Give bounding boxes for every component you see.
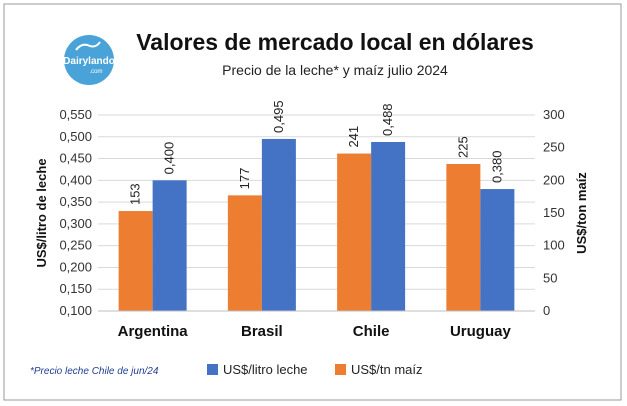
- y2-tick-label: 150: [543, 205, 565, 220]
- y-tick-label: 0,300: [59, 216, 92, 231]
- x-category-label: Chile: [353, 323, 390, 340]
- y-tick-label: 0,550: [59, 107, 92, 122]
- legend-swatch-milk: [207, 364, 218, 375]
- x-category-label: Brasil: [241, 323, 283, 340]
- bar: [152, 180, 187, 311]
- logo-swoosh: [75, 41, 101, 51]
- data-label: 225: [455, 136, 470, 158]
- chart-subtitle: Precio de la leche* y maíz julio 2024: [222, 62, 448, 78]
- y2-tick-label: 100: [543, 238, 565, 253]
- legend-label-corn: US$/tn maíz: [351, 362, 423, 377]
- y2-tick-label: 200: [543, 172, 565, 187]
- x-category-label: Uruguay: [450, 323, 512, 340]
- bars: 153 0,400 177 0,495 241 0,488 225 0,380: [118, 100, 515, 311]
- y2-tick-label: 50: [543, 270, 557, 285]
- axes: 0,100 0,150 0,200 0,250 0,300 0,350 0,400 0,450…: [59, 107, 564, 340]
- y-axis-title: US$/litro de leche: [34, 158, 49, 267]
- y-tick-label: 0,500: [59, 129, 92, 144]
- y-tick-label: 0,150: [59, 281, 92, 296]
- bar: [337, 153, 372, 311]
- y-tick-label: 0,350: [59, 194, 92, 209]
- y-tick-label: 0,200: [59, 259, 92, 274]
- chart-title: Valores de mercado local en dólares: [136, 29, 534, 55]
- y-tick-label: 0,400: [59, 172, 92, 187]
- legend: US$/litro leche US$/tn maíz: [207, 362, 423, 377]
- logo-subtext: .com: [89, 69, 102, 75]
- y-tick-label: 0,450: [59, 151, 92, 166]
- legend-label-milk: US$/litro leche: [223, 362, 308, 377]
- data-label: 241: [346, 126, 361, 148]
- y-tick-label: 0,100: [59, 303, 92, 318]
- bar: [480, 189, 515, 311]
- legend-swatch-corn: [335, 364, 346, 375]
- x-category-label: Argentina: [118, 323, 189, 340]
- bar: [261, 138, 296, 311]
- data-label: 0,495: [271, 100, 286, 133]
- data-label: 0,380: [489, 150, 504, 183]
- data-label: 0,488: [380, 103, 395, 136]
- bar: [227, 195, 262, 311]
- data-label: 0,400: [162, 142, 177, 175]
- y2-tick-label: 0: [543, 303, 550, 318]
- data-label: 177: [237, 168, 252, 190]
- y2-axis-title: US$/ton maíz: [574, 172, 589, 254]
- bar: [118, 211, 153, 311]
- bar: [446, 164, 481, 311]
- y-tick-label: 0,250: [59, 238, 92, 253]
- logo-text: Dairylando: [63, 56, 115, 67]
- bar: [371, 142, 406, 311]
- logo-circle: [64, 35, 114, 85]
- y2-tick-label: 300: [543, 107, 565, 122]
- dairylando-logo: Dairylando .com: [63, 35, 115, 85]
- data-label: 153: [128, 183, 143, 205]
- footnote: *Precio leche Chile de jun/24: [30, 366, 159, 377]
- y2-tick-label: 250: [543, 140, 565, 155]
